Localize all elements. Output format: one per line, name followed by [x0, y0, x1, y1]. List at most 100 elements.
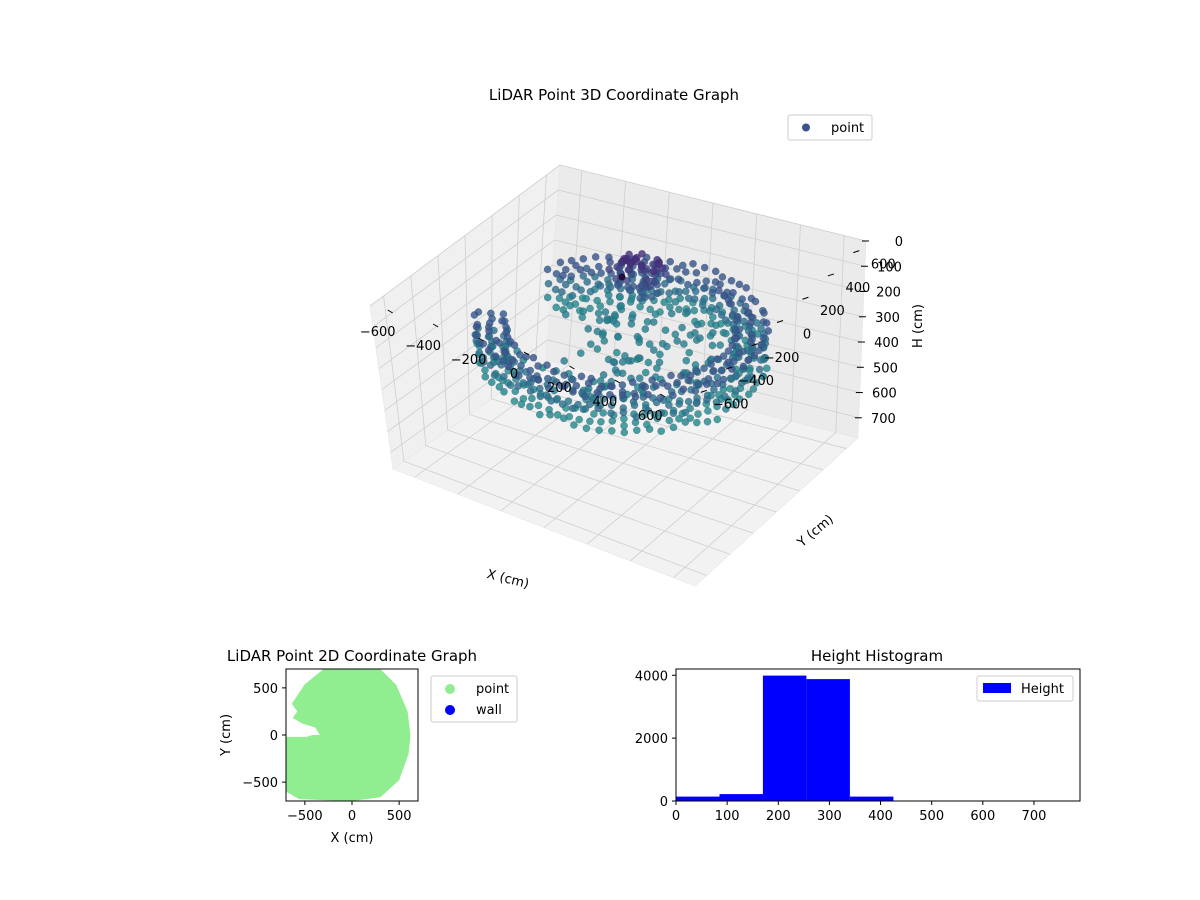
chart-3d-gridline-y — [513, 382, 824, 471]
chart-3d-point — [744, 390, 753, 399]
chart-3d-point — [616, 293, 624, 301]
chart-3d-point — [744, 373, 752, 382]
chart-3d-point — [712, 321, 720, 330]
chart-3d-point — [631, 255, 640, 263]
chart-3d-point — [675, 414, 683, 423]
chart-3d-xtick-label: −400 — [405, 339, 441, 354]
chart-3d-point — [584, 379, 593, 388]
chart-3d-point — [645, 425, 654, 434]
chart-3d-point — [700, 294, 709, 303]
chart-3d-point — [585, 400, 594, 409]
chart-3d-point — [646, 305, 655, 314]
chart-3d-point — [485, 327, 493, 335]
histogram-legend-swatch — [983, 683, 1011, 693]
chart-3d-point — [612, 348, 621, 357]
chart-2d-point-cloud — [286, 669, 411, 801]
chart-3d-point — [510, 341, 519, 350]
chart-3d-point — [626, 258, 635, 267]
chart-3d-point — [653, 364, 661, 373]
chart-3d-point — [606, 390, 614, 399]
chart-2d-ytick-label: 0 — [270, 729, 278, 744]
chart-3d-point — [495, 383, 504, 391]
chart-3d-point — [607, 382, 615, 391]
chart-3d-point — [586, 340, 595, 349]
chart-3d-point — [529, 353, 538, 362]
chart-3d-point — [681, 268, 690, 276]
chart-3d-gridline-z — [378, 239, 555, 370]
chart-3d-point — [656, 350, 664, 359]
chart-3d-point — [681, 408, 690, 417]
chart-3d-gridline-y — [437, 255, 449, 431]
histogram-xtick-label: 0 — [672, 809, 680, 824]
histogram-legend: Height — [976, 675, 1074, 702]
chart-3d-point — [572, 261, 580, 270]
chart-3d-point — [726, 374, 735, 383]
chart-3d-point — [547, 397, 555, 405]
chart-3d-point — [673, 378, 682, 387]
chart-3d-point — [712, 398, 721, 407]
chart-3d-ytick-label: 400 — [845, 281, 870, 296]
chart-3d-point — [732, 326, 740, 335]
chart-3d-point — [645, 340, 654, 349]
chart-3d-point — [677, 372, 685, 380]
histogram-xtick-label: 600 — [970, 809, 995, 824]
histogram-legend-label: Height — [1021, 682, 1064, 697]
chart-3d-point — [702, 277, 711, 286]
chart-3d-ticks: −600−400−2000200400600−600−400−200020040… — [360, 235, 903, 427]
chart-3d-point — [522, 352, 531, 361]
chart-3d-point — [549, 367, 558, 376]
chart-3d-point — [506, 381, 515, 390]
chart-3d-title: LiDAR Point 3D Coordinate Graph — [489, 86, 739, 104]
chart-2d-ytick-label: −500 — [242, 776, 278, 791]
chart-3d-point — [586, 417, 594, 426]
chart-3d-point — [735, 395, 744, 403]
chart-3d-ytick-label: 200 — [820, 304, 845, 319]
chart-3d-point — [591, 253, 600, 261]
chart-3d-point — [576, 349, 585, 358]
chart-3d-point — [657, 408, 665, 417]
chart-3d-point — [696, 334, 704, 342]
chart-3d-xtick-label: −600 — [360, 325, 396, 340]
chart-3d-point — [566, 301, 574, 310]
chart-3d-point — [593, 296, 602, 305]
chart-3d-point — [635, 374, 644, 383]
chart-3d-point — [671, 298, 680, 306]
chart-3d-point — [692, 268, 701, 277]
chart-3d-point — [620, 421, 628, 430]
chart-2d-legend-label-wall: wall — [476, 703, 502, 718]
chart-3d-point — [641, 368, 650, 377]
histogram-xtick-label: 400 — [868, 809, 893, 824]
chart-3d-point — [637, 262, 646, 271]
chart-2d-legend-label-point: point — [476, 682, 509, 697]
histogram-bar — [806, 679, 850, 801]
chart-3d-point — [594, 309, 603, 318]
chart-3d-ztick-label: 200 — [876, 286, 901, 301]
chart-3d-point — [681, 287, 690, 296]
chart-3d-point — [690, 306, 699, 315]
chart-3d-point — [500, 372, 508, 381]
chart-3d-point — [582, 424, 591, 433]
histogram-ticks: 0 100 200 300 400 500 600 700 0 2000 4000 — [635, 669, 1046, 824]
chart-3d-gridline-y — [464, 235, 470, 415]
chart-3d-point — [708, 289, 717, 297]
chart-3d-point — [752, 378, 761, 387]
chart-3d-point — [700, 364, 708, 373]
chart-3d-point — [514, 382, 522, 390]
chart-3d-point — [609, 358, 618, 366]
chart-histogram: Height Histogram 0 100 200 300 400 500 600 7000… — [635, 647, 1081, 824]
chart-3d-point — [746, 319, 755, 327]
chart-3d-point — [564, 397, 573, 406]
chart-3d-point — [716, 280, 724, 289]
chart-3d-point — [691, 387, 700, 395]
chart-3d-point — [674, 275, 683, 284]
chart-3d-point — [607, 409, 615, 418]
chart-3d-point — [487, 378, 496, 387]
chart-3d-point — [612, 274, 620, 283]
chart-3d-gridline-x — [790, 224, 801, 422]
chart-3d-point — [632, 413, 641, 421]
chart-3d-point — [490, 371, 499, 380]
chart-3d-point — [596, 282, 605, 290]
chart-3d-point — [579, 254, 588, 263]
chart-3d-point — [667, 309, 676, 318]
chart-3d-point — [707, 360, 715, 369]
